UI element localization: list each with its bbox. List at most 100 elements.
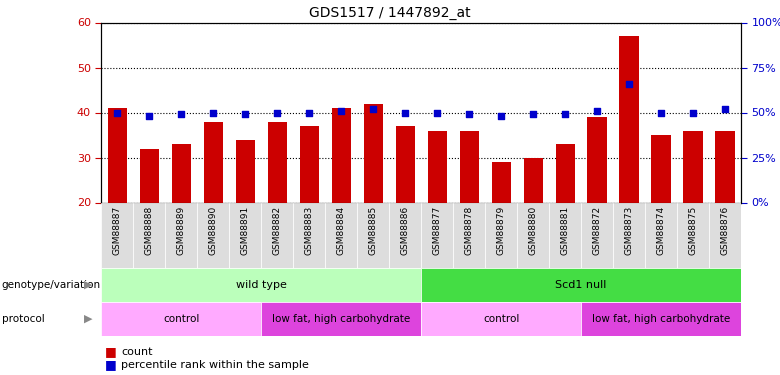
Point	[558, 111, 571, 117]
Bar	[140, 148, 159, 202]
Text: GSM88889: GSM88889	[177, 206, 186, 255]
Bar	[101, 268, 421, 302]
Text: wild type: wild type	[236, 280, 287, 290]
Point	[463, 111, 476, 117]
Bar	[677, 202, 709, 268]
Point	[271, 110, 284, 116]
Bar	[236, 140, 255, 202]
Bar	[261, 302, 421, 336]
Text: count: count	[121, 347, 152, 357]
Bar	[165, 202, 197, 268]
Bar	[421, 302, 581, 336]
Bar	[715, 130, 735, 203]
Bar	[389, 202, 421, 268]
Text: GSM88882: GSM88882	[273, 206, 282, 255]
Text: genotype/variation: genotype/variation	[2, 280, 101, 290]
Text: GSM88885: GSM88885	[369, 206, 378, 255]
Bar	[300, 126, 319, 202]
Text: GSM88884: GSM88884	[337, 206, 346, 255]
Text: percentile rank within the sample: percentile rank within the sample	[121, 360, 309, 369]
Text: control: control	[483, 314, 519, 324]
Point	[719, 106, 732, 112]
Text: GSM88880: GSM88880	[529, 206, 537, 255]
Bar	[197, 202, 229, 268]
Text: low fat, high carbohydrate: low fat, high carbohydrate	[272, 314, 410, 324]
Text: GSM88875: GSM88875	[689, 206, 697, 255]
Bar	[133, 202, 165, 268]
Point	[112, 110, 124, 116]
Bar	[453, 202, 485, 268]
Bar	[613, 202, 645, 268]
Text: ▶: ▶	[83, 280, 92, 290]
Point	[431, 110, 444, 116]
Bar	[683, 130, 703, 203]
Bar	[421, 202, 453, 268]
Point	[591, 108, 604, 114]
Bar	[523, 158, 543, 203]
Point	[623, 81, 636, 87]
Bar	[172, 144, 191, 202]
Bar	[325, 202, 357, 268]
Point	[367, 106, 380, 112]
Bar	[101, 302, 261, 336]
Text: low fat, high carbohydrate: low fat, high carbohydrate	[592, 314, 730, 324]
Text: GSM88876: GSM88876	[721, 206, 729, 255]
Point	[207, 110, 220, 116]
Bar	[293, 202, 325, 268]
Bar	[229, 202, 261, 268]
Bar	[268, 122, 287, 202]
Bar	[395, 126, 415, 202]
Text: GSM88886: GSM88886	[401, 206, 410, 255]
Bar	[549, 202, 581, 268]
Text: GSM88873: GSM88873	[625, 206, 633, 255]
Bar	[555, 144, 575, 202]
Text: GSM88877: GSM88877	[433, 206, 441, 255]
Bar	[332, 108, 351, 202]
Text: GSM88872: GSM88872	[593, 206, 601, 255]
Bar	[581, 302, 741, 336]
Point	[239, 111, 252, 117]
Bar	[491, 162, 511, 202]
Bar	[421, 268, 741, 302]
Text: GSM88887: GSM88887	[113, 206, 122, 255]
Text: GSM88883: GSM88883	[305, 206, 314, 255]
Text: GDS1517 / 1447892_at: GDS1517 / 1447892_at	[309, 6, 471, 20]
Text: GSM88891: GSM88891	[241, 206, 250, 255]
Text: protocol: protocol	[2, 314, 44, 324]
Bar	[101, 202, 133, 268]
Bar	[587, 117, 607, 202]
Point	[655, 110, 668, 116]
Bar	[357, 202, 389, 268]
Bar	[427, 130, 447, 203]
Bar	[204, 122, 223, 202]
Text: GSM88881: GSM88881	[561, 206, 569, 255]
Text: GSM88890: GSM88890	[209, 206, 218, 255]
Point	[495, 113, 508, 119]
Bar	[261, 202, 293, 268]
Text: GSM88879: GSM88879	[497, 206, 505, 255]
Point	[144, 113, 156, 119]
Point	[687, 110, 700, 116]
Text: GSM88878: GSM88878	[465, 206, 473, 255]
Text: ■: ■	[105, 358, 117, 371]
Point	[303, 110, 316, 116]
Point	[527, 111, 540, 117]
Bar	[581, 202, 613, 268]
Bar	[651, 135, 671, 202]
Bar	[645, 202, 677, 268]
Text: GSM88874: GSM88874	[657, 206, 665, 255]
Text: ■: ■	[105, 345, 117, 358]
Text: GSM88888: GSM88888	[145, 206, 154, 255]
Bar	[485, 202, 517, 268]
Bar	[709, 202, 741, 268]
Point	[399, 110, 412, 116]
Text: ▶: ▶	[83, 314, 92, 324]
Point	[176, 111, 188, 117]
Bar	[363, 104, 383, 202]
Point	[335, 108, 348, 114]
Bar	[619, 36, 639, 203]
Bar	[108, 108, 127, 202]
Text: Scd1 null: Scd1 null	[555, 280, 607, 290]
Text: control: control	[163, 314, 200, 324]
Bar	[517, 202, 549, 268]
